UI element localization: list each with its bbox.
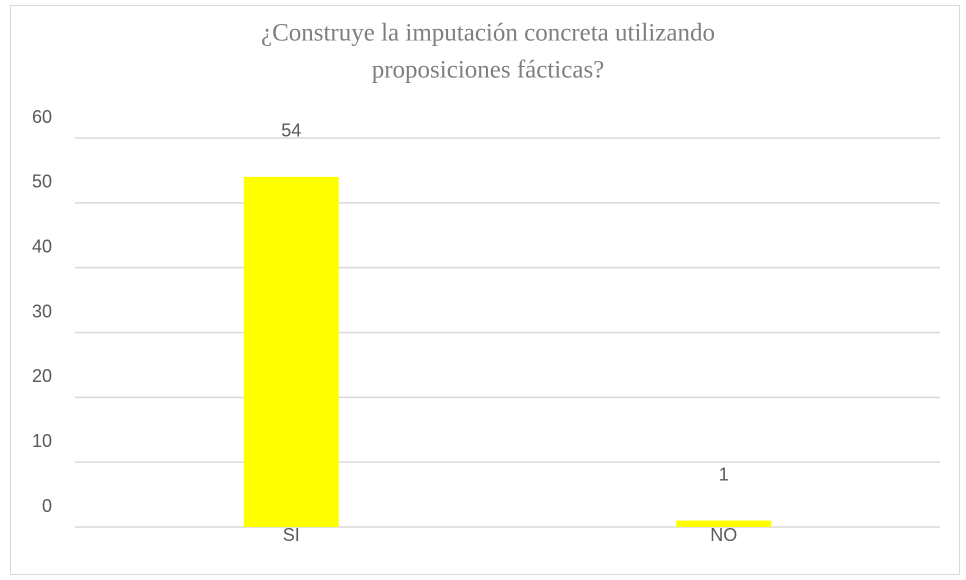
y-tick-label: 20 (32, 366, 52, 386)
y-tick-label: 10 (32, 431, 52, 451)
y-tick-label: 60 (32, 107, 52, 127)
y-tick-label: 0 (42, 496, 52, 516)
y-tick-label: 50 (32, 172, 52, 192)
x-tick-label: SI (283, 525, 300, 545)
chart-title: proposiciones fácticas? (372, 57, 605, 84)
bar (676, 520, 772, 527)
bar (243, 176, 339, 527)
data-label: 54 (281, 121, 301, 141)
chart-border (10, 5, 960, 575)
y-tick-label: 30 (32, 301, 52, 321)
y-tick-label: 40 (32, 236, 52, 256)
chart-title: ¿Construye la imputación concreta utiliz… (261, 20, 715, 47)
data-label: 1 (719, 464, 729, 484)
x-tick-label: NO (710, 525, 737, 545)
